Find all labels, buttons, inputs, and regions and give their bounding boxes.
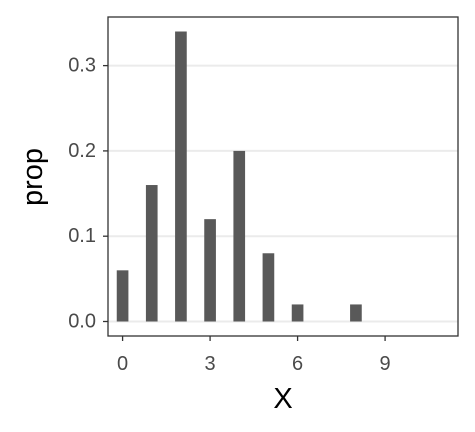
bar [116, 270, 129, 322]
x-axis-title: X [273, 383, 292, 415]
bar [350, 304, 362, 322]
bar [204, 219, 216, 322]
x-tick-label: 9 [380, 353, 391, 375]
y-tick-label: 0.1 [68, 225, 96, 247]
x-tick-label: 0 [117, 353, 128, 375]
bar [175, 31, 187, 322]
y-tick-label: 0.3 [68, 55, 96, 77]
y-axis-ticks: 0.0 0.1 0.2 0.3 [68, 55, 108, 333]
x-tick-label: 3 [205, 353, 216, 375]
x-tick-label: 6 [292, 353, 303, 375]
bars [116, 31, 362, 322]
bar [291, 304, 304, 322]
bar [262, 253, 275, 322]
panel-border [107, 16, 459, 337]
bar [145, 185, 158, 322]
y-axis-title: prop [17, 148, 49, 206]
gridlines [108, 64, 458, 323]
y-tick-label: 0.2 [68, 140, 96, 162]
x-axis-ticks: 0 3 6 9 [117, 336, 391, 375]
y-tick-label: 0.0 [68, 311, 96, 333]
bar [233, 150, 246, 322]
